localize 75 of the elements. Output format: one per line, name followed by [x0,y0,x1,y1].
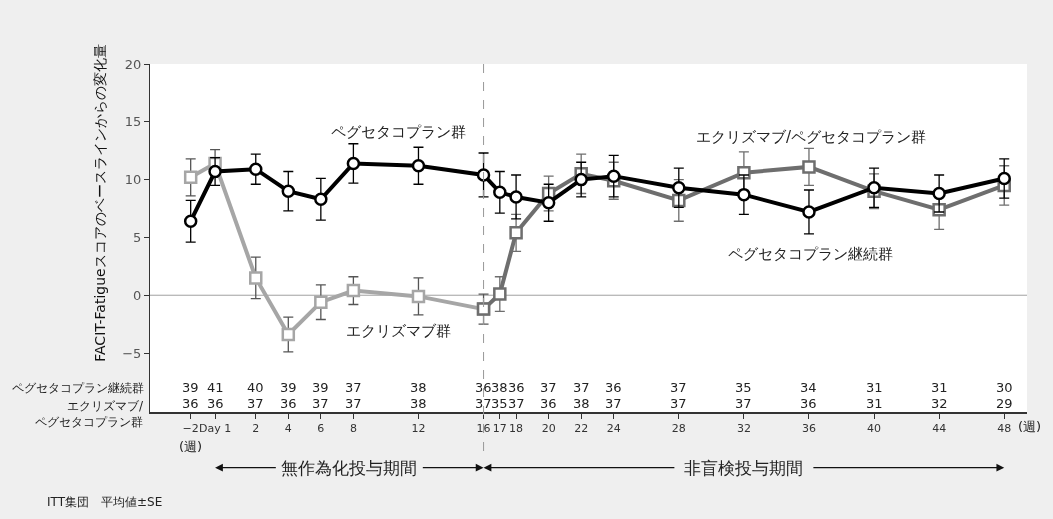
x-tick-label: −2 [182,421,199,435]
x-tick-label: 28 [671,421,686,435]
annotation: 36 [475,380,492,395]
annotation: 39 [312,380,329,395]
x-tick-label: 17 [492,421,507,435]
annotation: 34 [800,380,817,395]
text: ITT集団 平均値±SE [47,495,163,509]
annotation: 36 [540,396,557,411]
annotation: 39 [182,380,199,395]
x-tick-label: 6 [317,421,325,435]
annotation: 37 [540,380,557,395]
text: ペグセタコプラン継続群 [12,381,144,395]
x-tick-label: 40 [867,421,882,435]
text: (週) [1018,419,1042,434]
x-tick-label: 16 [476,421,491,435]
annotation: エクリズマブ/ペグセタコプラン群 [696,128,927,146]
x-tick-label: 36 [801,421,816,435]
annotation: 29 [996,396,1013,411]
annotation: 38 [410,396,427,411]
annotation: 36 [280,396,297,411]
y-tick-label: −5 [122,345,142,361]
annotation: ペグセタコプラン群 [331,123,466,141]
x-tick-label: 4 [284,421,292,435]
annotation: 40 [247,380,264,395]
annotation: 37 [345,396,362,411]
x-tick-label: 22 [574,421,589,435]
text: エクリズマブ/ ペグセタコプラン群 [35,399,144,429]
y-tick-label: 0 [133,287,142,303]
annotation: 32 [931,396,948,411]
annotation: 36 [800,396,817,411]
annotation: 37 [605,396,622,411]
annotation: エクリズマブ群 [346,322,451,340]
x-tick-label: 2 [252,421,260,435]
x-tick-label: 18 [509,421,524,435]
x-tick-label: 24 [606,421,621,435]
x-tick-label: 44 [932,421,947,435]
annotation: 37 [247,396,264,411]
annotation: 35 [735,380,752,395]
annotation: 31 [931,380,948,395]
text: 非盲検投与期間 [684,458,803,478]
annotation: 38 [410,380,427,395]
annotation: 37 [670,396,687,411]
annotation: 38 [491,380,508,395]
annotation: 31 [866,396,883,411]
x-tick-label: Day 1 [198,421,232,435]
annotation: 30 [996,380,1013,395]
x-tick-label: 48 [997,421,1012,435]
annotation: 37 [573,380,590,395]
annotation: 31 [866,380,883,395]
annotation: 36 [182,396,199,411]
annotation: 38 [573,396,590,411]
annotation: 37 [312,396,329,411]
x-tick-label: 20 [541,421,556,435]
text: 無作為化投与期間 [281,458,417,478]
annotation: 36 [605,380,622,395]
annotation: 37 [735,396,752,411]
x-tick-label: 12 [411,421,426,435]
y-tick-label: 15 [124,114,142,130]
x-tick-label: 8 [349,421,357,435]
y-axis-title: FACIT-Fatigueスコアのベースラインからの変化量 [92,44,109,362]
y-tick-label: 20 [124,56,142,72]
x-tick-label: 32 [736,421,751,435]
y-tick-label: 5 [133,229,142,245]
annotation: ペグセタコプラン継続群 [728,245,893,263]
annotation: 37 [345,380,362,395]
annotation: 36 [508,380,525,395]
annotation: 37 [475,396,492,411]
annotation: 41 [207,380,224,395]
text: (週) [179,439,203,454]
annotation: 37 [670,380,687,395]
annotation: 35 [491,396,508,411]
annotation: 36 [207,396,224,411]
annotation: 39 [280,380,297,395]
y-tick-label: 10 [124,172,142,188]
annotation: 37 [508,396,525,411]
